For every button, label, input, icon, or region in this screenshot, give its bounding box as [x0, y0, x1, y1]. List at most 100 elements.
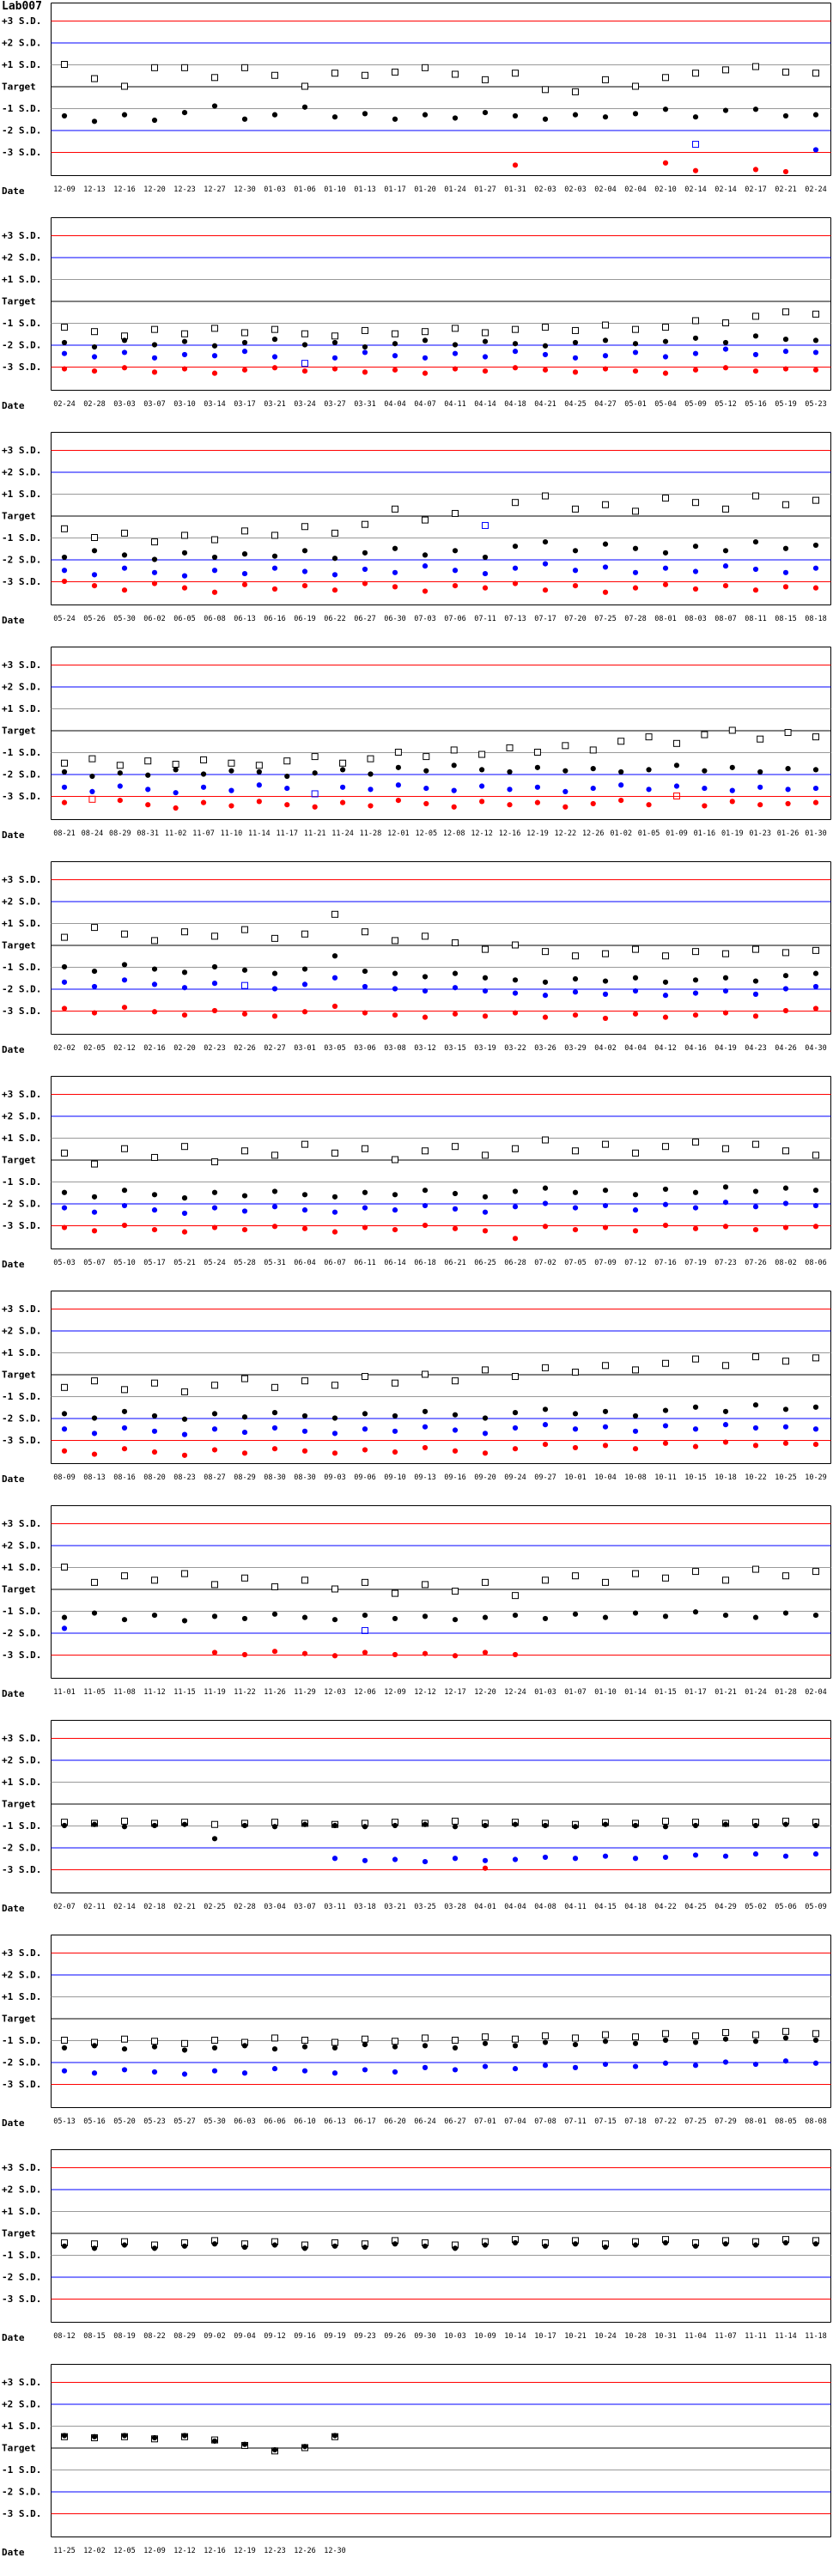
point-qc-black: [211, 1613, 218, 1619]
point-qc-red: [392, 584, 398, 590]
point-qc-black: [271, 337, 278, 343]
point-qc-black: [512, 1613, 519, 1619]
point-qc-open-square: [478, 750, 486, 758]
date-tick: 07-12: [624, 1259, 647, 1267]
qc-panel-4: +3 S.D. +2 S.D. +1 S.D. Target -1 S.D. -2 S.D…: [2, 647, 831, 841]
point-qc-blue: [692, 350, 699, 356]
point-qc-black: [452, 1190, 459, 1197]
point-qc-open-square: [542, 1364, 549, 1371]
point-qc-black: [632, 1610, 639, 1616]
y-axis-label: +1 S.D.: [2, 2206, 41, 2217]
qc-panel-7: +3 S.D. +2 S.D. +1 S.D. Target -1 S.D. -2 S.D…: [2, 1291, 831, 1485]
point-qc-blue: [284, 785, 290, 792]
point-qc-open-square: [121, 529, 128, 537]
point-qc-open-square: [589, 746, 597, 754]
point-qc-blue: [662, 993, 669, 999]
point-qc-open-square: [151, 1577, 158, 1584]
point-qc-red: [812, 799, 819, 805]
point-qc-black: [312, 770, 318, 776]
point-qc-red: [331, 1229, 338, 1235]
y-axis-label: -1 S.D.: [2, 962, 41, 973]
date-axis-label: Date: [2, 1473, 25, 1485]
y-axis-label: Target: [2, 2228, 36, 2239]
point-qc-black: [121, 2242, 128, 2248]
point-qc-black: [181, 550, 188, 556]
date-tick: 05-02: [745, 1903, 767, 1911]
point-qc-blue: [452, 350, 459, 356]
point-qc-open-square: [392, 937, 398, 945]
date-tick: 07-25: [684, 2117, 707, 2126]
point-qc-red: [301, 583, 308, 589]
point-qc-black: [211, 2241, 218, 2247]
point-qc-blue: [423, 785, 429, 792]
point-qc-blue: [241, 2070, 248, 2076]
y-axis-label: +3 S.D.: [2, 15, 41, 27]
point-qc-black: [482, 554, 489, 561]
qc-panel-10: +3 S.D. +2 S.D. +1 S.D. Target -1 S.D. -2 S.D…: [2, 1935, 831, 2129]
point-qc-blue: [722, 1422, 729, 1428]
date-tick: 12-20: [143, 185, 166, 194]
point-qc-black: [692, 1189, 699, 1195]
point-qc-red: [331, 366, 338, 372]
date-tick: 02-16: [143, 1044, 166, 1053]
y-axis-label: -1 S.D.: [2, 532, 41, 544]
point-qc-blue: [301, 981, 308, 987]
date-tick: 04-01: [474, 1903, 496, 1911]
point-qc-blue: [91, 354, 98, 360]
point-qc-blue: [729, 787, 735, 793]
date-tick: 03-07: [294, 1903, 316, 1911]
point-qc-black: [271, 553, 278, 559]
date-tick: 08-13: [83, 1473, 106, 1482]
point-qc-red: [692, 586, 699, 592]
date-tick: 11-14: [248, 829, 271, 838]
point-qc-blue: [392, 986, 398, 992]
point-qc-open-square: [572, 1572, 579, 1580]
point-qc-open-square: [331, 70, 338, 77]
point-qc-black: [602, 337, 609, 343]
y-axis-label: -3 S.D.: [2, 361, 41, 373]
y-axis-label: Target: [2, 511, 36, 522]
date-tick: 12-30: [234, 185, 256, 194]
point-qc-black: [241, 116, 248, 122]
date-tick: 12-05: [113, 2547, 136, 2555]
point-qc-open-square: [482, 329, 489, 337]
point-qc-open-square: [91, 328, 98, 336]
point-qc-black: [452, 2044, 459, 2051]
point-qc-black: [331, 2243, 338, 2249]
point-qc-open-square: [211, 1581, 218, 1589]
point-qc-black: [752, 1822, 759, 1829]
point-qc-blue: [542, 351, 549, 358]
point-qc-black: [392, 2044, 398, 2050]
point-qc-red: [752, 167, 759, 173]
point-qc-red: [241, 1011, 248, 1017]
date-tick: 01-23: [749, 829, 771, 838]
point-qc-open-square: [482, 1366, 489, 1374]
date-tick: 07-11: [474, 615, 496, 623]
point-qc-black: [562, 768, 569, 774]
date-tick: 02-02: [53, 1044, 76, 1053]
point-qc-flag-red: [672, 793, 680, 799]
date-tick: 08-30: [294, 1473, 316, 1482]
date-tick: 04-04: [504, 1903, 526, 1911]
point-qc-black: [121, 2433, 128, 2439]
date-tick: 05-10: [113, 1259, 136, 1267]
point-qc-open-square: [452, 939, 459, 946]
point-qc-open-square: [542, 492, 549, 500]
point-qc-red: [362, 369, 368, 375]
point-qc-red: [301, 368, 308, 374]
point-qc-black: [89, 773, 95, 780]
point-qc-black: [692, 544, 699, 550]
point-qc-open-square: [784, 729, 792, 737]
point-qc-black: [534, 764, 541, 770]
point-qc-black: [722, 1613, 729, 1619]
point-qc-black: [61, 1411, 68, 1417]
point-qc-black: [151, 2245, 158, 2251]
point-qc-blue: [331, 355, 338, 361]
point-qc-open-square: [692, 70, 699, 77]
point-qc-open-square: [271, 1583, 278, 1590]
date-tick: 04-30: [805, 1044, 827, 1053]
y-axis-label: -3 S.D.: [2, 1435, 41, 1446]
y-axis-label: Target: [2, 1155, 36, 1166]
point-qc-open-square: [812, 496, 819, 504]
point-qc-red: [145, 802, 151, 808]
